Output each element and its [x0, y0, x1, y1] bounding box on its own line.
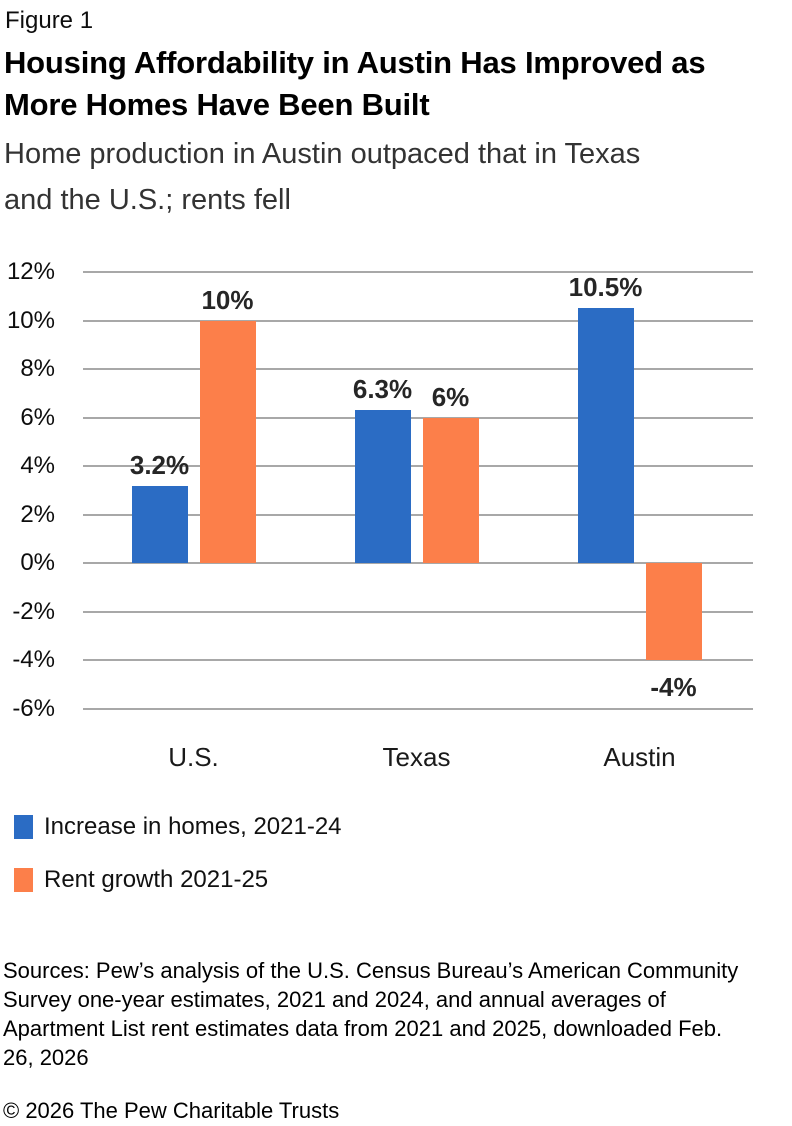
- gridline--2%: [83, 610, 753, 613]
- copyright-line: © 2026 The Pew Charitable Trusts: [3, 1098, 340, 1123]
- bar-us-homes: [131, 485, 188, 564]
- gridline-4%: [83, 465, 753, 468]
- bar-austin-homes: [577, 308, 634, 564]
- gridline-10%: [83, 319, 753, 322]
- gridline--4%: [83, 659, 753, 662]
- gridline--6%: [83, 708, 753, 710]
- bar-value-label: 10.5%: [568, 272, 643, 303]
- gridline-8%: [83, 368, 753, 371]
- legend-item-homes: Increase in homes, 2021-24: [14, 813, 342, 841]
- y-axis-tick-label: 2%: [20, 500, 55, 528]
- chart-title: Housing Affordability in Austin Has Impr…: [4, 45, 706, 122]
- gridline-0%: [83, 562, 753, 565]
- bar-value-label: 10%: [201, 284, 254, 315]
- bar-us-rent: [199, 320, 256, 564]
- legend-item-rent: Rent growth 2021-25: [14, 866, 268, 894]
- bar-austin-rent: [645, 563, 702, 661]
- y-axis-tick-label: 4%: [20, 452, 55, 480]
- y-axis-tick-label: -4%: [12, 646, 55, 674]
- gridline-12%: [83, 271, 753, 273]
- sources-note: Sources: Pew’s analysis of the U.S. Cens…: [3, 958, 739, 1070]
- y-axis-tick-label: -2%: [12, 597, 55, 625]
- figure-label: Figure 1: [5, 7, 94, 34]
- y-axis-tick-label: 12%: [6, 258, 55, 285]
- bar-value-label: -4%: [650, 672, 697, 703]
- x-axis-label-austin: Austin: [603, 742, 676, 772]
- legend-swatch-blue-icon: [14, 815, 33, 839]
- legend-swatch-orange-icon: [14, 868, 33, 892]
- bar-texas-homes: [354, 410, 411, 564]
- x-axis-label-us: U.S.: [168, 742, 219, 772]
- bar-value-label: 6%: [431, 381, 470, 412]
- chart-subtitle: Home production in Austin outpaced that …: [4, 138, 641, 216]
- gridline-2%: [83, 513, 753, 516]
- bar-value-label: 3.2%: [129, 449, 190, 480]
- y-axis-tick-label: 6%: [20, 403, 55, 431]
- legend-label: Increase in homes, 2021-24: [44, 813, 342, 840]
- gridline-6%: [83, 416, 753, 419]
- y-axis-tick-label: 0%: [20, 549, 55, 577]
- y-axis-tick-label: -6%: [12, 695, 55, 722]
- y-axis-tick-label: 8%: [20, 355, 55, 383]
- bar-texas-rent: [422, 417, 479, 564]
- bar-chart: 12% 10% 8% 6% 4% 2% 0% -2% -4% -6% 3.2% 10% U.S. 6.3%…: [6, 258, 753, 772]
- x-axis-label-texas: Texas: [382, 742, 451, 772]
- y-axis-tick-label: 10%: [6, 306, 55, 334]
- legend-label: Rent growth 2021-25: [44, 866, 269, 893]
- bar-value-label: 6.3%: [352, 374, 413, 405]
